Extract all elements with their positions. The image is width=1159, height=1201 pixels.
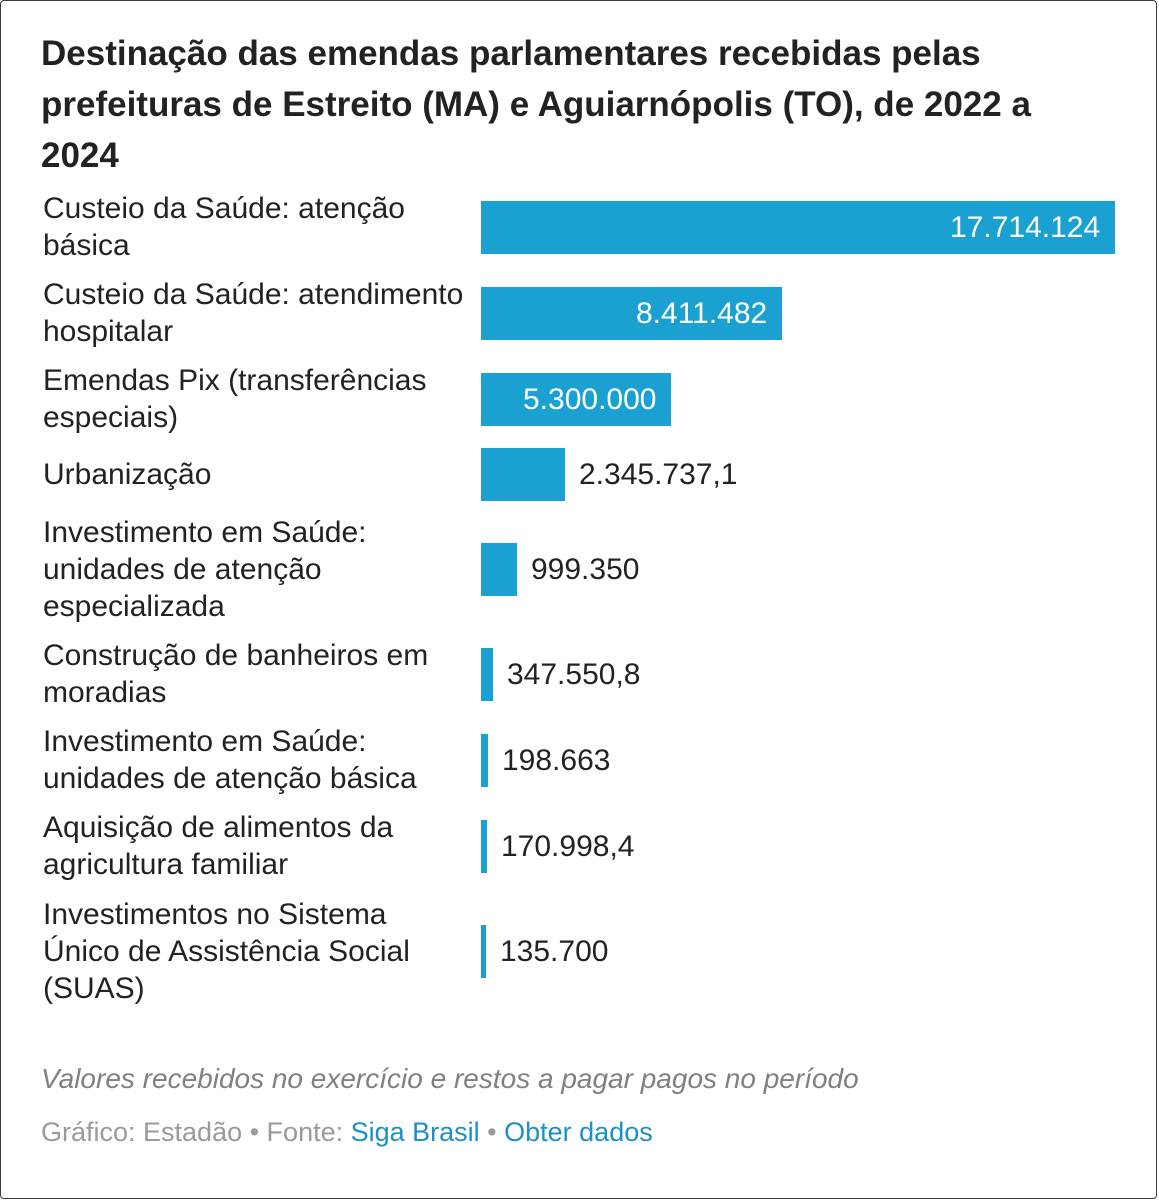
- category-label: Aquisição de alimentos da agricultura fa…: [43, 811, 394, 881]
- category-label: Emendas Pix (transferências especiais): [43, 364, 427, 434]
- value-label: 5.300.000: [523, 382, 657, 416]
- bar: [481, 647, 493, 701]
- category-label: Urbanização: [43, 457, 212, 491]
- bar: [481, 819, 487, 873]
- bar-chart: Custeio da Saúde: atenção básica 17.714.1…: [43, 192, 1115, 1005]
- bar: [481, 733, 488, 787]
- bar: [481, 447, 565, 501]
- get-data-link[interactable]: Obter dados: [504, 1117, 653, 1147]
- credits-separator: •: [479, 1117, 505, 1147]
- chart-note: Valores recebidos no exercício e restos …: [41, 1063, 859, 1094]
- credits-prefix: Gráfico: Estadão • Fonte:: [41, 1117, 351, 1147]
- bar: [481, 286, 782, 340]
- bar: [481, 924, 486, 978]
- value-label: 17.714.124: [950, 210, 1101, 244]
- value-label: 170.998,4: [501, 829, 635, 863]
- category-label: Custeio da Saúde: atenção básica: [43, 192, 405, 262]
- value-label: 135.700: [500, 934, 609, 968]
- category-label: Investimento em Saúde: unidades de atenç…: [43, 725, 417, 795]
- value-label: 8.411.482: [636, 296, 768, 330]
- value-label: 347.550,8: [507, 657, 641, 691]
- category-label: Investimentos no Sistema Único de Assist…: [43, 897, 410, 1005]
- chart-credits: Gráfico: Estadão • Fonte: Siga Brasil • …: [41, 1117, 653, 1148]
- value-label: 999.350: [531, 552, 640, 586]
- chart-title: Destinação das emendas parlamentares rec…: [41, 34, 1031, 175]
- category-label: Construção de banheiros em moradias: [43, 639, 429, 709]
- bar: [481, 200, 1115, 254]
- bar: [481, 372, 671, 426]
- value-label: 198.663: [502, 743, 611, 777]
- category-label: Custeio da Saúde: atendimento hospitalar: [43, 278, 464, 348]
- value-label: 2.345.737,1: [579, 457, 738, 491]
- source-link[interactable]: Siga Brasil: [350, 1117, 480, 1147]
- category-label: Investimento em Saúde: unidades de atenç…: [43, 515, 367, 623]
- bar: [481, 542, 517, 596]
